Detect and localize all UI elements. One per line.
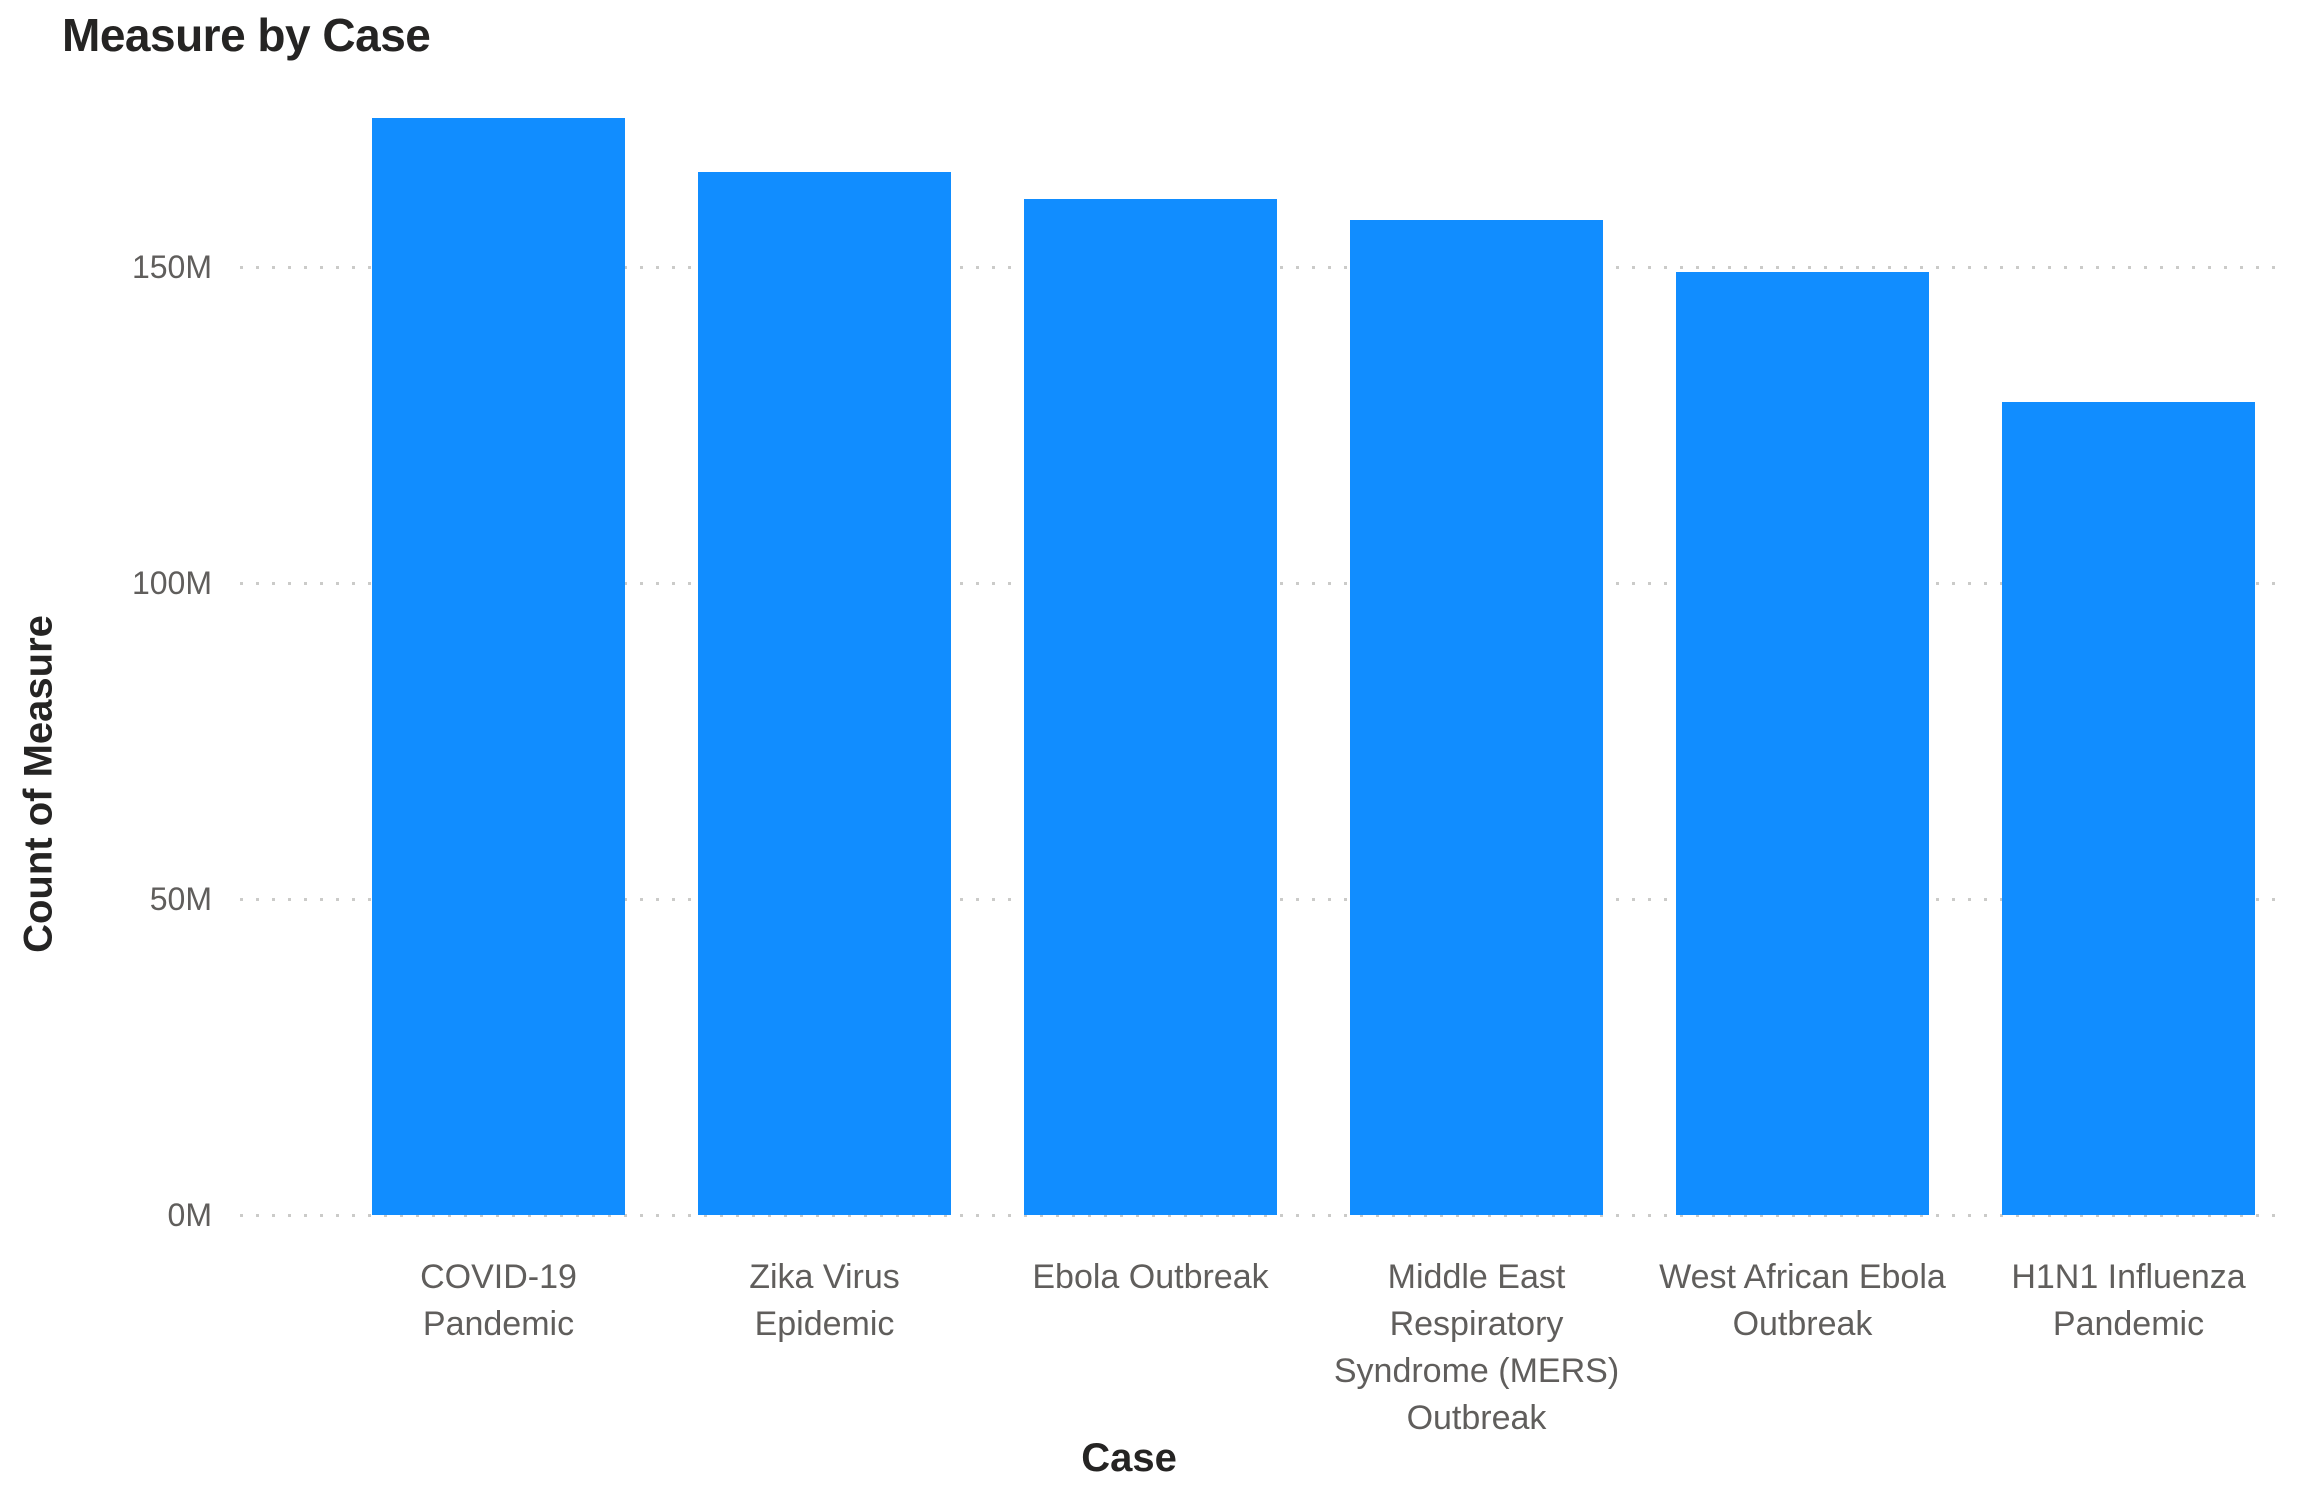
category-label: Middle East Respiratory Syndrome (MERS) … [1333, 1258, 1620, 1437]
category-label: H1N1 Influenza Pandemic [2011, 1258, 2246, 1343]
bar-zika-virus-epidemic[interactable] [698, 171, 951, 1215]
bar-covid-19-pandemic[interactable] [372, 117, 625, 1215]
y-tick-label: 50M [149, 881, 212, 917]
y-tick-label: 100M [131, 565, 212, 601]
category-label: Zika Virus Epidemic [749, 1258, 900, 1343]
bar-ebola-outbreak[interactable] [1024, 199, 1277, 1215]
x-axis-title: Case [1081, 1436, 1177, 1480]
bar-middle-east-respiratory-syndrome-mers-outbreak[interactable] [1350, 220, 1603, 1215]
gridline-0M [240, 1214, 2278, 1217]
y-tick-label: 150M [131, 249, 212, 285]
category-label: Ebola Outbreak [1032, 1258, 1269, 1296]
chart-title: Measure by Case [62, 9, 431, 61]
category-label: COVID-19 Pandemic [420, 1258, 577, 1343]
category-label: West African Ebola Outbreak [1659, 1258, 1946, 1343]
bar-h1n1-influenza-pandemic[interactable] [2002, 402, 2255, 1215]
y-tick-label: 0M [167, 1197, 212, 1233]
bar-west-african-ebola-outbreak[interactable] [1676, 272, 1929, 1215]
